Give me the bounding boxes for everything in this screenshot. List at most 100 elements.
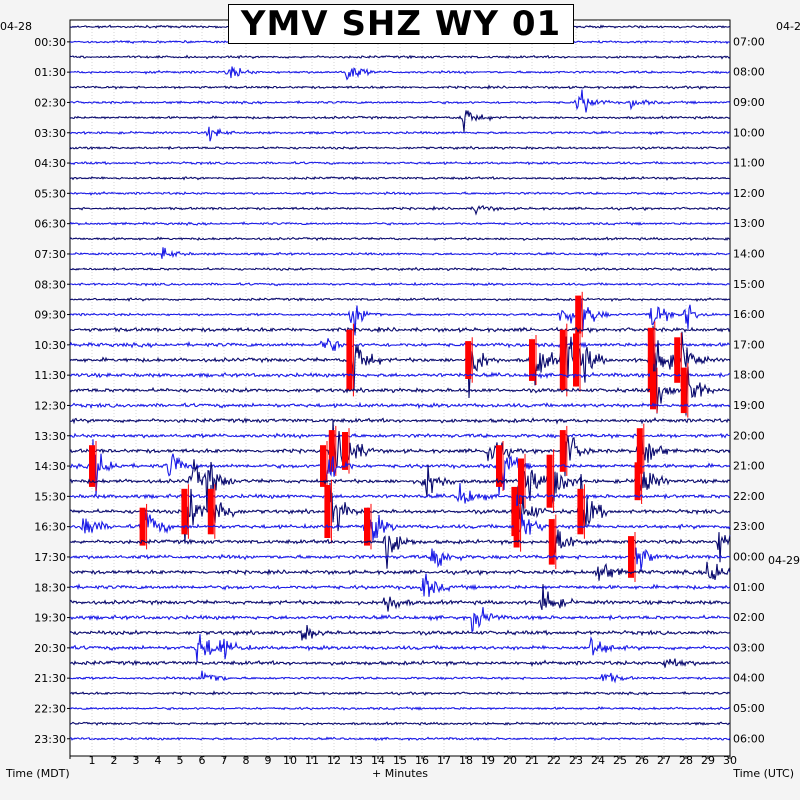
left-time-label: 09:30 — [34, 309, 66, 322]
left-time-label: 18:30 — [34, 581, 66, 594]
trace-line — [69, 439, 731, 497]
trace-line — [69, 145, 731, 151]
left-time-label: 13:30 — [34, 430, 66, 443]
x-tick-label: 12 — [327, 754, 341, 767]
trace-line — [69, 494, 731, 544]
x-tick-label: 23 — [569, 754, 583, 767]
left-time-label: 02:30 — [34, 97, 66, 110]
right-time-label: 21:00 — [733, 460, 765, 473]
clipped-signal — [465, 341, 472, 379]
clipped-signal — [628, 536, 634, 578]
x-tick-label: 26 — [635, 754, 649, 767]
x-tick-label: 19 — [481, 754, 495, 767]
trace-line — [70, 89, 731, 113]
trace-line — [69, 483, 731, 504]
left-time-label: 03:30 — [34, 127, 66, 140]
trace-line — [69, 416, 731, 425]
trace-line — [69, 247, 730, 259]
left-time-label: 00:30 — [34, 36, 66, 49]
trace-line — [69, 419, 731, 477]
x-tick-label: 28 — [679, 754, 693, 767]
clipped-signal — [518, 458, 524, 504]
trace-line — [69, 401, 731, 410]
left-time-label: 22:30 — [34, 703, 66, 716]
left-time-labels: 00:30 01:30 02:30 03:30 04:30 05:30 06:30 07:30… — [34, 36, 70, 746]
trace-line — [69, 573, 731, 597]
left-time-label: 04:30 — [34, 157, 66, 170]
right-time-label: 04:00 — [733, 672, 765, 685]
right-time-label: 17:00 — [733, 338, 765, 351]
trace-line — [69, 84, 731, 90]
x-tick-label: 1 — [89, 754, 96, 767]
right-time-label: 15:00 — [733, 278, 765, 291]
x-tick-label: 5 — [177, 754, 184, 767]
left-time-label: 10:30 — [34, 339, 66, 352]
left-time-label: 20:30 — [34, 642, 66, 655]
trace-line — [69, 325, 731, 402]
right-time-label: 18:00 — [733, 369, 765, 382]
x-tick-label: 21 — [525, 754, 539, 767]
trace-line — [69, 736, 731, 742]
clipped-signal — [320, 445, 326, 487]
clipped-signal — [207, 488, 214, 535]
clipped-signal — [364, 507, 370, 546]
right-time-label: 09:00 — [733, 96, 765, 109]
trace-line — [69, 296, 731, 336]
clipped-signal — [559, 430, 566, 472]
date-label-right-midnight: 04-29 — [768, 554, 800, 567]
trace-line — [70, 543, 731, 571]
clipped-signal — [346, 329, 353, 391]
trace-line — [69, 371, 731, 380]
right-time-label: 10:00 — [733, 126, 765, 139]
trace-line — [69, 474, 731, 544]
left-time-label: 08:30 — [34, 278, 66, 291]
right-time-label: 16:00 — [733, 308, 765, 321]
left-time-label: 11:30 — [34, 369, 66, 382]
trace-line — [69, 54, 731, 60]
right-time-label: 20:00 — [733, 429, 765, 442]
left-time-label: 21:30 — [34, 672, 66, 685]
clipped-signal — [680, 367, 687, 414]
trace-line — [69, 176, 730, 181]
clipped-signal — [573, 333, 579, 387]
trace-line — [69, 721, 731, 726]
y-axis-title-right: Time (UTC) — [732, 767, 794, 780]
clipped-signal — [496, 445, 502, 487]
trace-line — [69, 126, 731, 142]
trace-line — [69, 561, 731, 581]
x-tick-label: 8 — [243, 754, 250, 767]
trace-line — [69, 221, 731, 227]
clipped-signal — [636, 428, 643, 474]
trace-line — [69, 190, 731, 196]
right-time-label: 03:00 — [733, 641, 765, 654]
left-time-label: 16:30 — [34, 521, 66, 534]
trace-line — [69, 706, 731, 711]
x-tick-label: 27 — [657, 754, 671, 767]
x-tick-label: 24 — [591, 754, 605, 767]
x-axis-ticks: 1 2 3 4 5 6 7 8 9 10 11 12 13 14 15 16 17 18 19 20 21 22 23 24 2… — [69, 754, 737, 767]
x-tick-label: 25 — [613, 754, 627, 767]
x-tick-label: 3 — [133, 754, 140, 767]
right-time-label: 14:00 — [733, 247, 765, 260]
trace-line — [69, 110, 731, 133]
clipped-signal — [324, 485, 331, 538]
trace-line — [70, 690, 731, 696]
clipped-signal — [89, 445, 95, 487]
right-time-label: 22:00 — [733, 490, 765, 503]
clipped-signal — [650, 371, 656, 410]
trace-line — [69, 205, 731, 216]
trace-line — [69, 297, 731, 303]
trace-line — [69, 625, 731, 641]
clipped-signal — [548, 519, 555, 565]
trace-line — [69, 236, 731, 242]
date-label-right: 04-2 — [776, 20, 800, 33]
x-tick-label: 2 — [111, 754, 118, 767]
trace-line — [69, 459, 731, 513]
left-time-label: 06:30 — [34, 218, 66, 231]
x-tick-label: 17 — [437, 754, 451, 767]
right-time-label: 12:00 — [733, 187, 765, 200]
left-time-label: 01:30 — [34, 66, 66, 79]
trace-line — [69, 658, 731, 668]
trace-line — [69, 66, 731, 81]
